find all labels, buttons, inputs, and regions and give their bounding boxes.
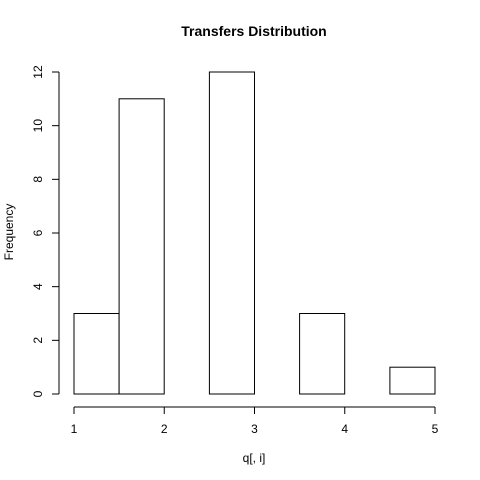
y-tick-label-2: 4 bbox=[31, 283, 45, 290]
y-axis: 0 2 4 6 8 10 12 bbox=[31, 65, 60, 397]
y-tick-label-3: 6 bbox=[31, 229, 45, 236]
histogram-bar-1 bbox=[118, 98, 165, 395]
histogram-bar-3 bbox=[208, 71, 255, 395]
histogram-bar-5 bbox=[299, 313, 346, 395]
y-axis-label: Frequency bbox=[2, 204, 16, 261]
x-tick-label-0: 1 bbox=[71, 422, 78, 436]
x-axis: 1 2 3 4 5 bbox=[71, 406, 439, 436]
y-tick-label-6: 12 bbox=[31, 65, 45, 79]
x-tick-label-3: 4 bbox=[341, 422, 348, 436]
histogram-bar-0 bbox=[73, 313, 120, 395]
x-tick-label-4: 5 bbox=[432, 422, 439, 436]
bars-layer bbox=[73, 71, 436, 395]
y-tick-label-4: 8 bbox=[31, 176, 45, 183]
y-tick-label-0: 0 bbox=[31, 390, 45, 397]
x-axis-label: q[, i] bbox=[243, 451, 266, 465]
y-tick-label-1: 2 bbox=[31, 337, 45, 344]
chart-title: Transfers Distribution bbox=[181, 23, 326, 39]
y-tick-label-5: 10 bbox=[31, 119, 45, 133]
x-tick-label-1: 2 bbox=[161, 422, 168, 436]
histogram-bar-7 bbox=[389, 366, 436, 395]
x-tick-label-2: 3 bbox=[251, 422, 258, 436]
